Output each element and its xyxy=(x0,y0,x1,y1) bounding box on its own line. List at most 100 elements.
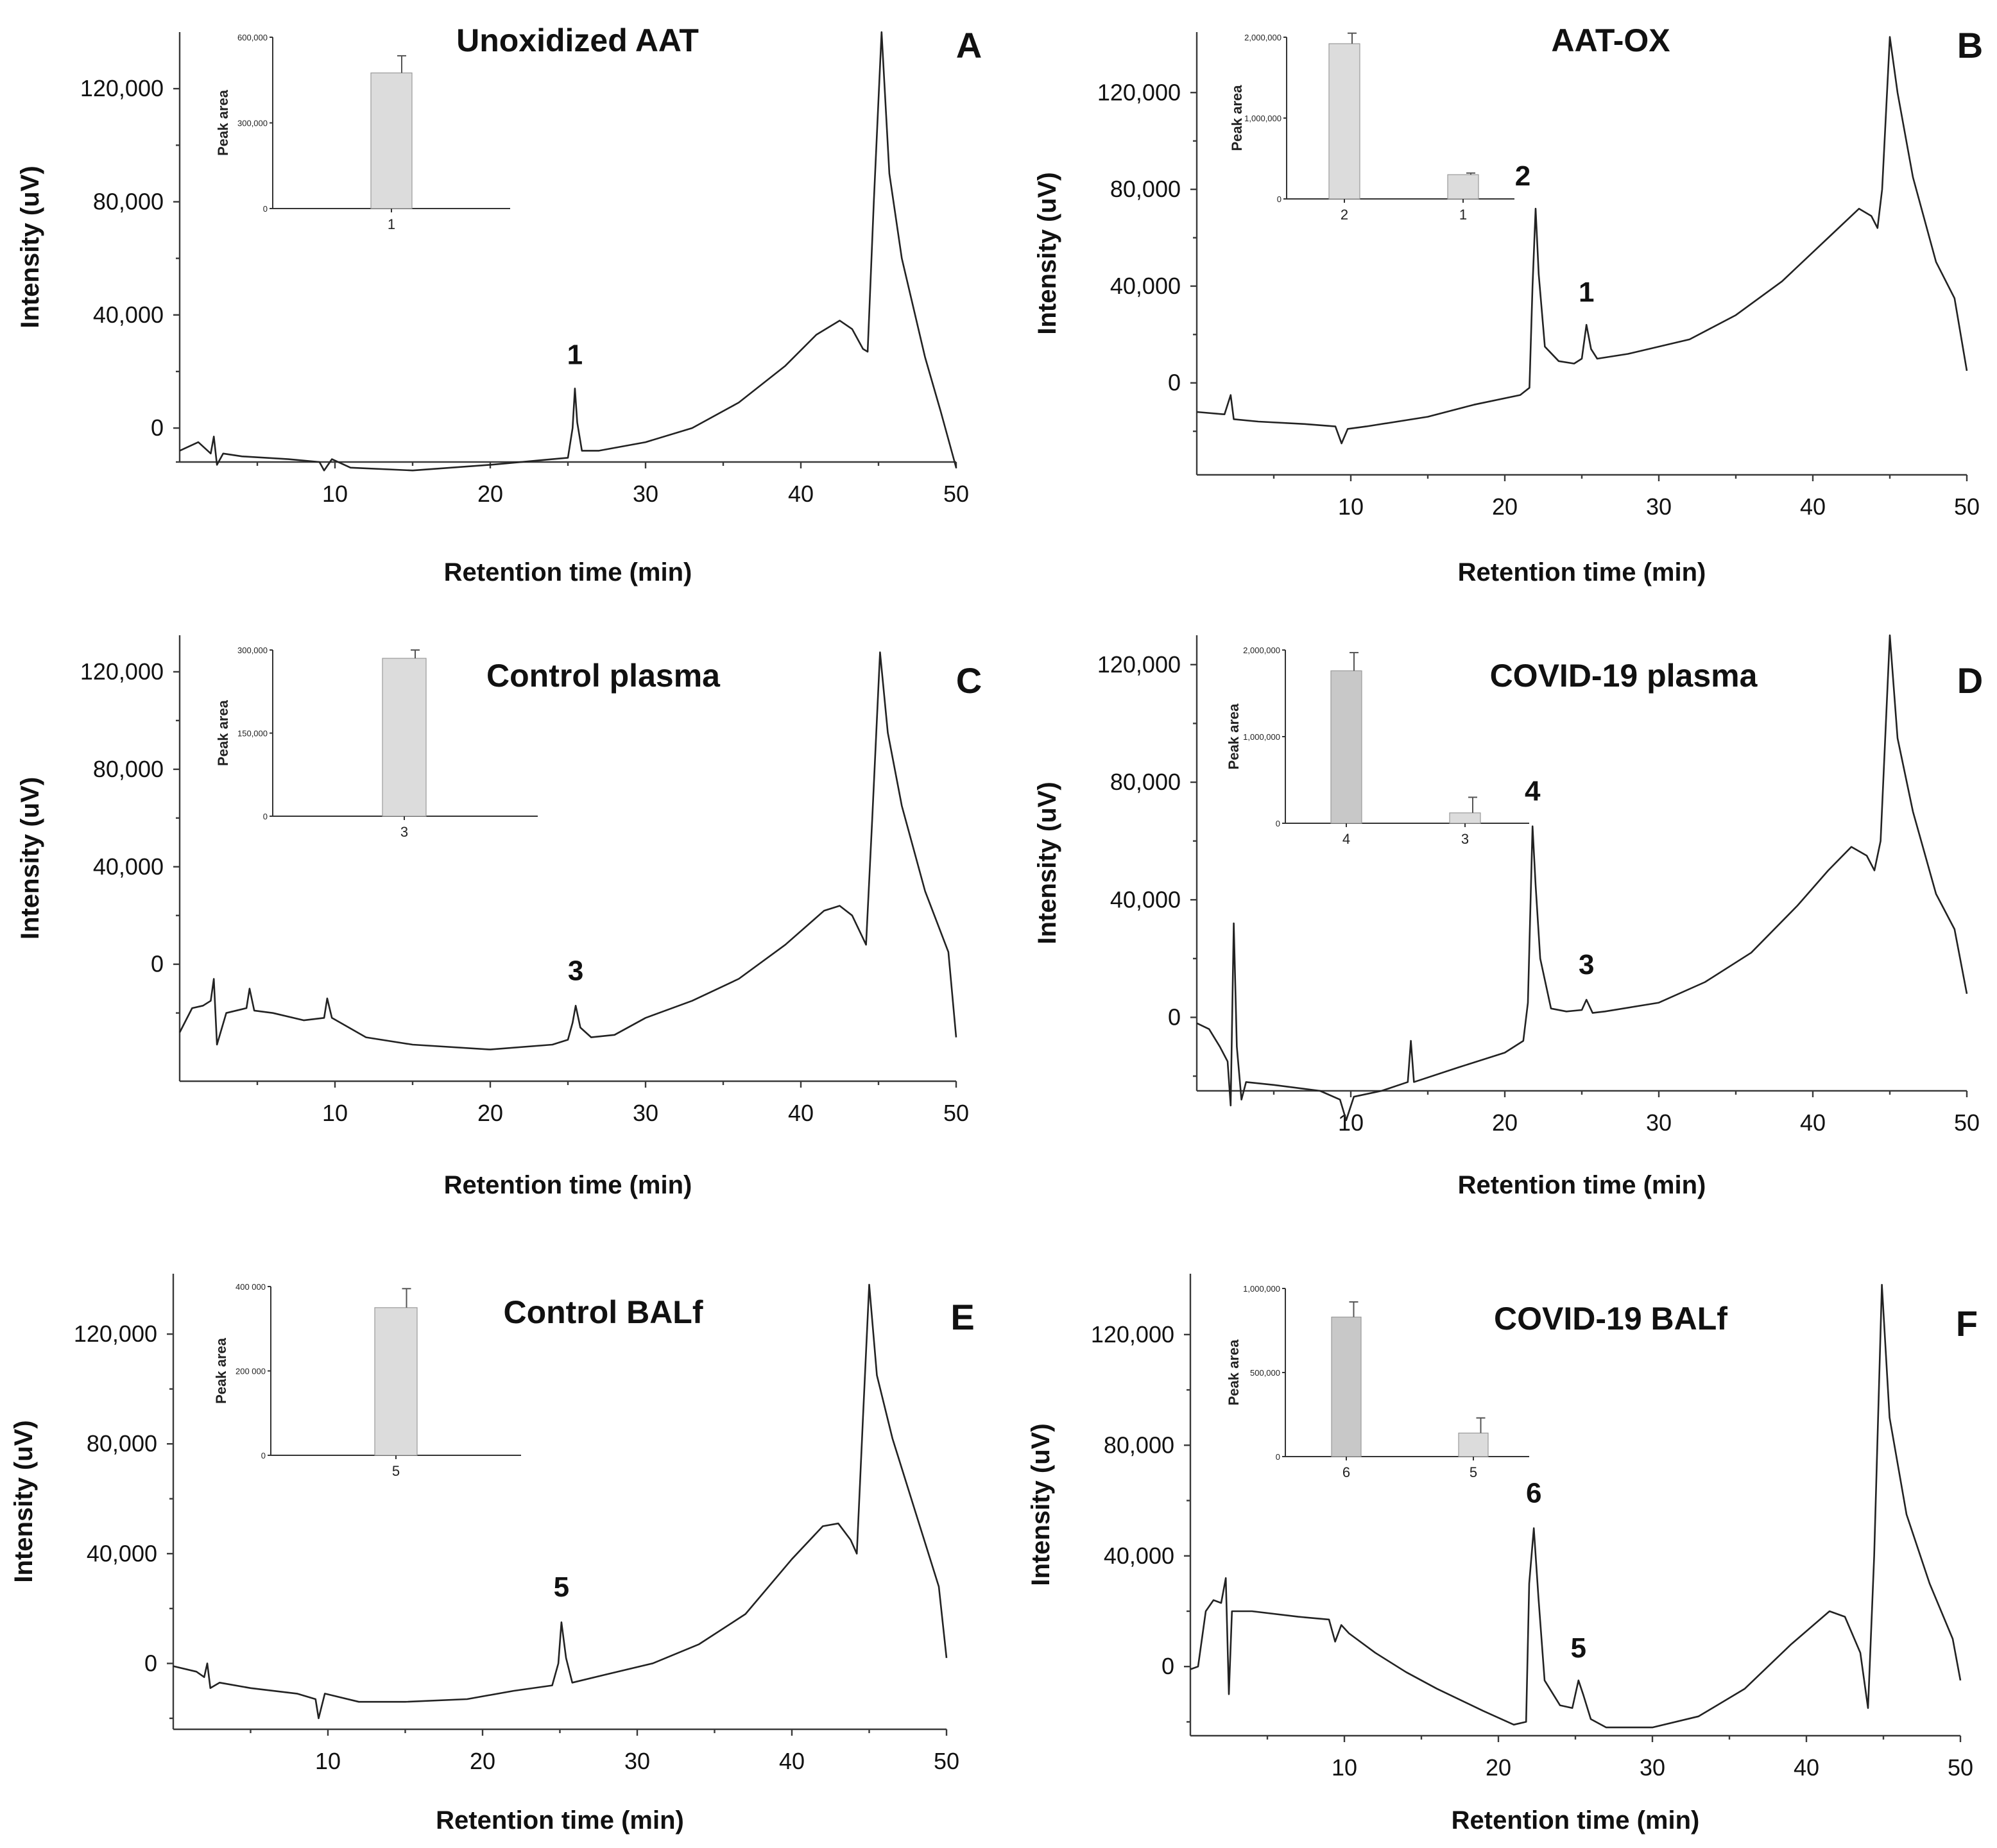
inset-bar-chart: 0 1,000,000 2,000,000 Peak area 4 3 xyxy=(1226,646,1529,847)
panel-d: 10 20 30 40 50040,00080,000120,000Retention … xyxy=(1033,634,1983,1199)
inset-bar xyxy=(1449,812,1481,824)
y-tick-label: 0 xyxy=(1168,1004,1181,1030)
x-tick-label: 30 xyxy=(1646,493,1672,520)
inset-y-tick-label: 2,000,000 xyxy=(1243,646,1280,655)
panel-letter: A xyxy=(956,25,982,65)
peak-label: 1 xyxy=(567,339,583,370)
panel-c: 10 20 30 40 50040,00080,000120,000Retention … xyxy=(16,635,982,1199)
inset-y-tick-label: 0 xyxy=(1277,194,1281,204)
panel-title: AAT-OX xyxy=(1551,22,1670,58)
inset-y-tick-label: 1,000,000 xyxy=(1243,732,1280,742)
x-tick-label: 50 xyxy=(1954,493,1980,520)
y-tick-label: 120,000 xyxy=(80,75,164,101)
panel-a: 10 20 30 40 50040,00080,000120,000Retention … xyxy=(16,22,982,586)
x-tick-label: 40 xyxy=(1800,493,1826,520)
panel-e: 10 20 30 40 50040,00080,000120,000Retention … xyxy=(10,1274,975,1835)
y-tick-label: 80,000 xyxy=(93,756,164,782)
x-tick-label: 30 xyxy=(1646,1109,1672,1136)
y-tick-label: 120,000 xyxy=(74,1321,157,1347)
x-tick-label: 10 xyxy=(322,1100,348,1126)
panel-title: Unoxidized AAT xyxy=(456,22,699,58)
y-tick-label: 40,000 xyxy=(93,853,164,880)
y-tick-label: 40,000 xyxy=(87,1540,157,1566)
x-axis-label: Retention time (min) xyxy=(436,1806,684,1835)
y-tick-label: 120,000 xyxy=(80,658,164,685)
chromatogram-trace xyxy=(1196,36,1968,445)
peak-label: 3 xyxy=(568,955,583,986)
panel-b: 10 20 30 40 50040,00080,000120,000Retention … xyxy=(1033,22,1983,586)
x-tick-label: 10 xyxy=(315,1748,341,1774)
inset-y-tick-label: 1,000,000 xyxy=(1243,1284,1280,1294)
x-axis-label: Retention time (min) xyxy=(1458,1171,1706,1199)
y-tick-label: 0 xyxy=(1161,1653,1174,1679)
panel-letter: D xyxy=(1957,660,1983,701)
x-axis-label: Retention time (min) xyxy=(1452,1806,1700,1835)
y-tick-label: 0 xyxy=(1168,370,1181,396)
y-tick-label: 120,000 xyxy=(1091,1321,1174,1348)
inset-bar-chart: 0 200 000 400 000 Peak area 5 xyxy=(213,1282,521,1479)
x-tick-label: 50 xyxy=(934,1748,959,1774)
inset-bar xyxy=(1330,670,1362,824)
x-axis-label: Retention time (min) xyxy=(444,558,692,586)
inset-y-tick-label: 0 xyxy=(263,204,268,214)
x-tick-label: 40 xyxy=(779,1748,805,1774)
x-tick-label: 20 xyxy=(477,1100,503,1126)
y-tick-label: 40,000 xyxy=(1110,273,1181,299)
inset-category-label: 3 xyxy=(1461,831,1469,847)
inset-bar xyxy=(1447,174,1479,200)
peak-label: 5 xyxy=(554,1571,569,1603)
panel-title: COVID-19 BALf xyxy=(1494,1301,1727,1337)
panel-title: Control BALf xyxy=(503,1294,703,1330)
peak-label: 1 xyxy=(1579,277,1594,308)
panel-letter: B xyxy=(1957,25,1983,65)
y-tick-label: 80,000 xyxy=(1110,176,1181,202)
x-tick-label: 10 xyxy=(1332,1754,1357,1781)
inset-bar-chart: 0 500,000 1,000,000 Peak area 6 5 xyxy=(1226,1284,1529,1480)
x-tick-label: 40 xyxy=(788,1100,814,1126)
x-tick-label: 20 xyxy=(1492,493,1518,520)
y-tick-label: 120,000 xyxy=(1097,651,1181,678)
x-tick-label: 10 xyxy=(322,481,348,507)
peak-label: 2 xyxy=(1515,160,1530,192)
inset-y-axis-label: Peak area xyxy=(1226,1339,1242,1406)
panel-letter: F xyxy=(1956,1303,1978,1344)
chromatogram-trace xyxy=(178,651,957,1050)
peak-label: 3 xyxy=(1579,949,1594,980)
inset-bar xyxy=(1458,1432,1489,1457)
y-tick-label: 40,000 xyxy=(1110,886,1181,912)
inset-category-label: 3 xyxy=(400,824,408,840)
x-tick-label: 40 xyxy=(1794,1754,1819,1781)
panel-title: Control plasma xyxy=(486,658,721,694)
y-tick-label: 80,000 xyxy=(1110,769,1181,795)
chromatogram-trace xyxy=(1196,634,1968,1122)
inset-bar xyxy=(1328,43,1360,200)
x-axis-label: Retention time (min) xyxy=(1458,558,1706,586)
peak-label: 6 xyxy=(1526,1478,1541,1509)
x-tick-label: 20 xyxy=(470,1748,495,1774)
inset-category-label: 4 xyxy=(1342,831,1350,847)
chromatogram-trace xyxy=(179,31,957,472)
y-axis-label: Intensity (uV) xyxy=(10,1420,38,1582)
x-tick-label: 40 xyxy=(1800,1109,1826,1136)
inset-category-label: 6 xyxy=(1342,1464,1350,1480)
y-tick-label: 80,000 xyxy=(87,1430,157,1457)
inset-bar xyxy=(1331,1316,1362,1457)
x-tick-label: 20 xyxy=(1492,1109,1518,1136)
inset-bar xyxy=(374,1307,418,1456)
x-tick-label: 20 xyxy=(1486,1754,1511,1781)
inset-y-tick-label: 150,000 xyxy=(237,729,268,739)
inset-y-tick-label: 0 xyxy=(263,812,268,821)
inset-y-tick-label: 0 xyxy=(261,1451,266,1460)
inset-bar-chart: 0 150,000 300,000 Peak area 3 xyxy=(215,646,538,840)
y-tick-label: 0 xyxy=(151,415,164,441)
x-tick-label: 40 xyxy=(788,481,814,507)
x-tick-label: 30 xyxy=(633,481,658,507)
inset-y-tick-label: 400 000 xyxy=(236,1282,266,1292)
x-axis-label: Retention time (min) xyxy=(444,1171,692,1199)
x-tick-label: 50 xyxy=(1948,1754,1973,1781)
inset-category-label: 5 xyxy=(1470,1464,1477,1480)
y-tick-label: 80,000 xyxy=(1104,1432,1174,1458)
panel-title: COVID-19 plasma xyxy=(1490,658,1758,694)
chromatogram-trace xyxy=(1190,1283,1962,1729)
inset-y-axis-label: Peak area xyxy=(215,699,231,766)
